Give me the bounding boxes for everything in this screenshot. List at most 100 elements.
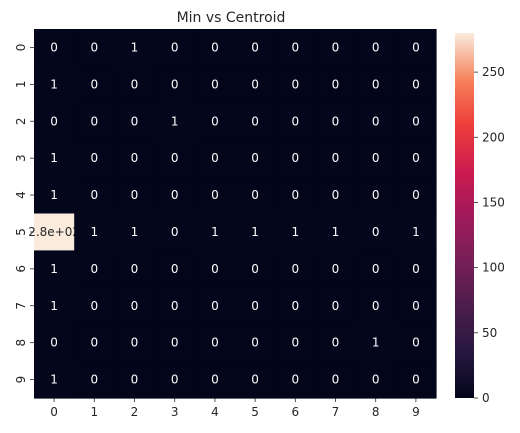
cell-annotation-r4-c1: 0 (90, 188, 98, 202)
heatmap-cell-r6-c9 (395, 250, 437, 288)
cell-annotation-r2-c2: 0 (131, 114, 139, 128)
cell-annotation-r7-c9: 0 (412, 299, 420, 313)
y-tick-label-7: 7 (14, 302, 28, 310)
heatmap-cell-r1-c2 (114, 65, 156, 104)
x-tick-label-7: 7 (332, 405, 340, 419)
heatmap-cell-r1-c6 (275, 65, 316, 104)
heatmap-cell-r4-c5 (235, 176, 276, 215)
cell-annotation-r1-c7: 0 (332, 77, 340, 91)
cell-annotation-r3-c7: 0 (332, 151, 340, 165)
heatmap-cell-r5-c1 (74, 213, 115, 251)
heatmap-cells: 0 0 1 0 0 0 0 0 0 0 1 0 0 0 0 0 0 0 0 0 0 0 0 1 0 0 0 0 0 0 1 0 0 0 0 0 0 0 0 0… (28, 29, 437, 399)
heatmap-cell-r5-c8 (355, 213, 397, 251)
heatmap-cell-r2-c3 (154, 102, 196, 141)
heatmap-cell-r9-c0 (34, 361, 75, 399)
cell-annotation-r0-c2: 1 (131, 40, 139, 54)
heatmap-cell-r7-c8 (355, 287, 397, 325)
cell-annotation-r0-c6: 0 (291, 40, 299, 54)
cell-annotation-r2-c5: 0 (251, 114, 259, 128)
heatmap-cell-r7-c7 (315, 287, 357, 325)
cell-annotation-r1-c4: 0 (211, 77, 219, 91)
cell-annotation-r8-c3: 0 (171, 336, 179, 350)
cell-annotation-r4-c2: 0 (131, 188, 139, 202)
cell-annotation-r3-c4: 0 (211, 151, 219, 165)
cell-annotation-r1-c3: 0 (171, 77, 179, 91)
heatmap-cell-r3-c8 (355, 139, 397, 178)
cell-annotation-r4-c0: 1 (50, 188, 58, 202)
heatmap-cell-r2-c8 (355, 102, 397, 141)
heatmap-cell-r5-c4 (194, 213, 236, 251)
heatmap-cell-r0-c9 (395, 29, 437, 67)
heatmap-cell-r4-c3 (154, 176, 196, 215)
heatmap-cell-r8-c5 (235, 324, 276, 362)
cell-annotation-r9-c8: 0 (372, 373, 380, 387)
heatmap-cell-r5-c2 (114, 213, 156, 251)
heatmap-cell-r4-c9 (395, 176, 437, 215)
cell-annotation-r8-c4: 0 (211, 336, 219, 350)
cell-annotation-r7-c0: 1 (50, 299, 58, 313)
heatmap-cell-r9-c5 (235, 361, 276, 399)
y-axis: 0 1 2 3 4 5 6 7 8 9 (14, 44, 34, 383)
colorbar-tick-label-1: 50 (482, 326, 497, 340)
y-tick-label-4: 4 (14, 191, 28, 199)
cell-annotation-r2-c3: 1 (171, 114, 179, 128)
cell-annotation-r2-c1: 0 (90, 114, 98, 128)
heatmap-cell-r9-c7 (315, 361, 357, 399)
cell-annotation-r8-c1: 0 (90, 336, 98, 350)
cell-annotation-r3-c5: 0 (251, 151, 259, 165)
heatmap-cell-r5-c3 (154, 213, 196, 251)
cell-annotation-r5-c0: 2.8e+02 (28, 225, 80, 239)
heatmap-cell-r7-c6 (275, 287, 316, 325)
colorbar (455, 33, 474, 398)
cell-annotation-r6-c8: 0 (372, 262, 380, 276)
colorbar-tick-label-0: 0 (482, 391, 490, 405)
heatmap-cell-r3-c2 (114, 139, 156, 178)
heatmap-cell-r2-c4 (194, 102, 236, 141)
cell-annotation-r3-c9: 0 (412, 151, 420, 165)
cell-annotation-r1-c9: 0 (412, 77, 420, 91)
cell-annotation-r0-c7: 0 (332, 40, 340, 54)
x-axis: 0 1 2 3 4 5 6 7 8 9 (50, 398, 420, 419)
cell-annotation-r3-c1: 0 (90, 151, 98, 165)
heatmap-cell-r2-c9 (395, 102, 437, 141)
chart-title: Min vs Centroid (177, 10, 286, 26)
heatmap-cell-r2-c7 (315, 102, 357, 141)
heatmap-cell-r1-c0 (34, 65, 75, 104)
cell-annotation-r0-c1: 0 (90, 40, 98, 54)
heatmap-cell-r2-c2 (114, 102, 156, 141)
cell-annotation-r7-c4: 0 (211, 299, 219, 313)
heatmap-cell-r3-c9 (395, 139, 437, 178)
cell-annotation-r8-c7: 0 (332, 336, 340, 350)
heatmap-cell-r6-c5 (235, 250, 276, 288)
cell-annotation-r6-c6: 0 (291, 262, 299, 276)
cell-annotation-r9-c4: 0 (211, 373, 219, 387)
cell-annotation-r2-c8: 0 (372, 114, 380, 128)
colorbar-tick-label-5: 250 (482, 65, 505, 79)
cell-annotation-r7-c8: 0 (372, 299, 380, 313)
y-tick-label-0: 0 (14, 44, 28, 52)
cell-annotation-r2-c7: 0 (332, 114, 340, 128)
heatmap-cell-r9-c2 (114, 361, 156, 399)
cell-annotation-r6-c2: 0 (131, 262, 139, 276)
heatmap-cell-r0-c5 (235, 29, 276, 67)
x-tick-label-6: 6 (291, 405, 299, 419)
heatmap-cell-r7-c5 (235, 287, 276, 325)
heatmap-cell-r4-c6 (275, 176, 316, 215)
cell-annotation-r5-c5: 1 (251, 225, 259, 239)
cell-annotation-r8-c2: 0 (131, 336, 139, 350)
cell-annotation-r9-c3: 0 (171, 373, 179, 387)
colorbar-tick-label-4: 200 (482, 130, 505, 144)
cell-annotation-r6-c0: 1 (50, 262, 58, 276)
cell-annotation-r9-c2: 0 (131, 373, 139, 387)
cell-annotation-r2-c6: 0 (291, 114, 299, 128)
heatmap-cell-r6-c2 (114, 250, 156, 288)
heatmap-cell-r0-c6 (275, 29, 316, 67)
heatmap-cell-r9-c6 (275, 361, 316, 399)
cell-annotation-r3-c0: 1 (50, 151, 58, 165)
heatmap-cell-r4-c2 (114, 176, 156, 215)
cell-annotation-r6-c4: 0 (211, 262, 219, 276)
heatmap-cell-r4-c8 (355, 176, 397, 215)
heatmap-cell-r8-c8 (355, 324, 397, 362)
cell-annotation-r1-c1: 0 (90, 77, 98, 91)
